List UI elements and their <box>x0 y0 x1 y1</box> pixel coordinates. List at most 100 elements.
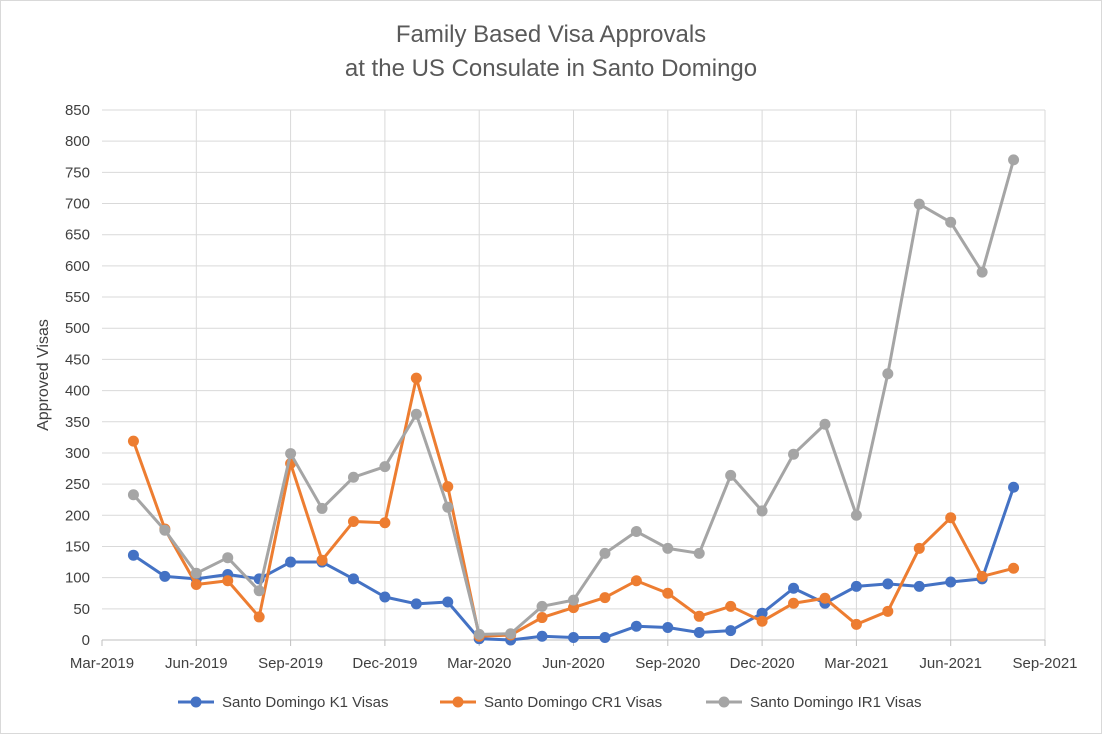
x-tick-label: Mar-2019 <box>70 655 134 672</box>
data-point <box>379 517 391 529</box>
data-point <box>159 524 171 536</box>
data-point <box>630 620 642 632</box>
y-tick-label: 250 <box>65 476 90 493</box>
data-point <box>693 627 705 639</box>
data-point <box>190 567 202 579</box>
data-point <box>127 489 139 501</box>
y-tick-label: 600 <box>65 258 90 275</box>
data-point <box>410 408 422 420</box>
series-3 <box>127 154 1020 640</box>
y-tick-labels: 0 50 100 150 200 250 300 350 400 450 500 550 600 650 7… <box>65 102 90 649</box>
legend: Santo Domingo K1 Visas Santo Domingo CR1 … <box>178 694 921 711</box>
data-point <box>1008 562 1020 574</box>
data-point <box>536 600 548 612</box>
data-point <box>913 580 925 592</box>
y-tick-label: 400 <box>65 383 90 400</box>
y-tick-label: 150 <box>65 538 90 555</box>
chart-title-line-2: at the US Consulate in Santo Domingo <box>344 55 758 82</box>
x-tick-labels: Mar-2019 Jun-2019 Sep-2019 Dec-2019 Mar-2020… <box>70 655 1078 672</box>
y-tick-label: 100 <box>65 570 90 587</box>
data-point <box>662 622 674 634</box>
y-tick-label: 0 <box>82 632 90 649</box>
data-point <box>505 628 517 640</box>
data-point <box>379 461 391 473</box>
data-point <box>1008 481 1020 493</box>
x-tick-label: Dec-2019 <box>352 655 417 672</box>
data-point <box>819 418 831 430</box>
y-tick-label: 550 <box>65 289 90 306</box>
data-point <box>756 505 768 517</box>
x-tick-label: Mar-2020 <box>447 655 511 672</box>
data-point <box>788 448 800 460</box>
y-tick-label: 200 <box>65 507 90 524</box>
y-tick-label: 750 <box>65 164 90 181</box>
data-point <box>945 512 957 524</box>
x-tick-label: Sep-2019 <box>258 655 323 672</box>
data-point <box>347 471 359 483</box>
data-point <box>882 578 894 590</box>
data-point <box>442 481 454 493</box>
data-point <box>347 573 359 585</box>
data-point <box>662 587 674 599</box>
data-point <box>662 542 674 554</box>
data-point <box>285 556 297 568</box>
data-point <box>882 605 894 617</box>
data-point <box>473 628 485 640</box>
data-point <box>347 516 359 528</box>
data-point <box>599 547 611 559</box>
series-group <box>127 154 1020 646</box>
y-tick-label: 300 <box>65 445 90 462</box>
data-point <box>222 575 234 587</box>
y-axis-label: Approved Visas <box>35 319 52 431</box>
legend-marker <box>190 696 202 708</box>
data-point <box>725 600 737 612</box>
data-point <box>253 611 265 623</box>
data-point <box>222 552 234 564</box>
legend-label: Santo Domingo IR1 Visas <box>750 694 921 711</box>
y-tick-label: 850 <box>65 102 90 119</box>
legend-label: Santo Domingo K1 Visas <box>222 694 389 711</box>
x-tick-label: Jun-2020 <box>542 655 605 672</box>
legend-entry: Santo Domingo K1 Visas <box>178 694 389 711</box>
x-tick-label: Dec-2020 <box>730 655 795 672</box>
data-point <box>442 501 454 513</box>
chart-title: Family Based Visa Approvals at the US Co… <box>0 18 1102 86</box>
data-point <box>599 592 611 604</box>
data-point <box>913 542 925 554</box>
data-point <box>630 575 642 587</box>
data-point <box>630 526 642 538</box>
legend-marker <box>718 696 730 708</box>
data-point <box>913 198 925 210</box>
data-point <box>127 435 139 447</box>
x-tick-label: Sep-2020 <box>635 655 700 672</box>
gridlines <box>101 109 1046 646</box>
data-point <box>756 615 768 627</box>
y-tick-label: 50 <box>73 601 90 618</box>
data-point <box>693 547 705 559</box>
y-tick-label: 800 <box>65 133 90 150</box>
y-tick-label: 700 <box>65 196 90 213</box>
data-point <box>945 216 957 228</box>
legend-marker <box>452 696 464 708</box>
data-point <box>850 509 862 521</box>
data-point <box>599 632 611 644</box>
data-point <box>379 591 391 603</box>
data-point <box>127 549 139 561</box>
data-point <box>568 632 579 644</box>
data-point <box>788 582 800 594</box>
data-point <box>976 266 988 278</box>
x-tick-label: Sep-2021 <box>1012 655 1077 672</box>
data-point <box>316 502 328 514</box>
legend-entry: Santo Domingo IR1 Visas <box>706 694 921 711</box>
data-point <box>725 469 737 481</box>
y-tick-label: 500 <box>65 320 90 337</box>
data-point <box>536 612 548 624</box>
x-tick-label: Jun-2021 <box>919 655 982 672</box>
data-point <box>850 618 862 630</box>
data-point <box>945 576 957 588</box>
data-point <box>316 554 328 566</box>
data-point <box>285 448 297 460</box>
data-point <box>1008 154 1020 166</box>
data-point <box>850 580 862 592</box>
data-point <box>976 570 988 582</box>
